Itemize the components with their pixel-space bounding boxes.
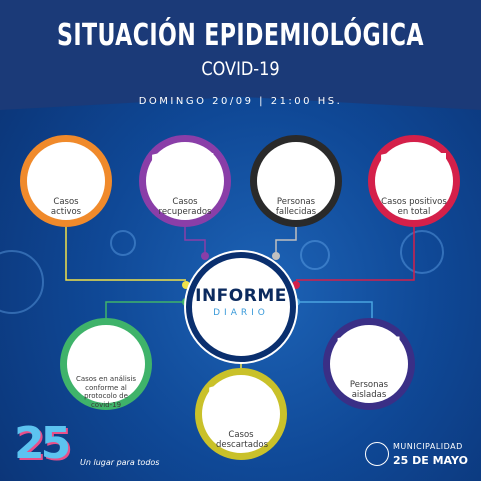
virus-decoration xyxy=(400,230,444,274)
stat-under-analysis-label: Casos en análisis conforme al protocolo … xyxy=(75,375,137,409)
stat-positive-total-label: Casos positivos en total xyxy=(381,197,447,217)
page-title: SITUACIÓN EPIDEMIOLÓGICA xyxy=(57,18,424,53)
report-date: DOMINGO 20/09 | 21:00 HS. xyxy=(138,96,343,107)
badge-subtitle: DIARIO xyxy=(213,308,269,318)
stat-positive-total-value: 174 xyxy=(377,145,453,198)
stat-under-analysis-value: 26 xyxy=(82,326,131,377)
stat-active-label: Casos activos xyxy=(50,197,82,217)
stat-recovered-value: 111 xyxy=(148,145,224,198)
stat-recovered-label: Casos recuperados xyxy=(158,197,212,217)
page-subtitle: COVID-19 xyxy=(201,58,280,80)
municipality-logo: MUNICIPALIDAD 25 DE MAYO xyxy=(359,440,469,470)
stat-discarded: 359 Casos descartados xyxy=(195,368,287,460)
stat-isolated-value: 194 xyxy=(333,328,405,379)
stat-under-analysis: 26 Casos en análisis conforme al protoco… xyxy=(60,318,152,410)
stat-isolated-label: Personas aisladas xyxy=(349,380,389,400)
virus-decoration xyxy=(300,240,330,270)
stat-isolated: 194 Personas aisladas xyxy=(323,318,415,410)
stat-positive-total: 174 Casos positivos en total xyxy=(368,135,460,227)
municipality-top-text: MUNICIPALIDAD xyxy=(393,442,463,451)
stat-discarded-value: 359 xyxy=(205,378,277,429)
virus-decoration xyxy=(110,230,136,256)
stat-deceased-value: 4 xyxy=(283,145,310,198)
badge-title: INFORME xyxy=(195,286,287,306)
stat-active-value: 59 xyxy=(41,145,92,198)
stat-recovered: 111 Casos recuperados xyxy=(139,135,231,227)
slogan: Un lugar para todos xyxy=(80,458,160,467)
stat-active: 59 Casos activos xyxy=(20,135,112,227)
stat-deceased-label: Personas fallecidas xyxy=(275,197,317,217)
stat-deceased: 4 Personas fallecidas xyxy=(250,135,342,227)
daily-report-badge: INFORME DIARIO xyxy=(186,252,296,362)
seal-icon xyxy=(365,442,389,466)
stat-discarded-label: Casos descartados xyxy=(216,430,268,450)
logo-25: 25 xyxy=(14,418,71,469)
municipality-main-text: 25 DE MAYO xyxy=(393,454,468,467)
header-band xyxy=(0,0,481,110)
